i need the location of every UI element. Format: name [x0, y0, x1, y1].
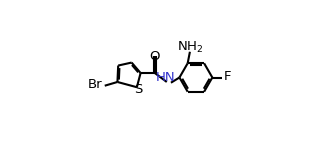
Text: F: F — [224, 70, 231, 83]
Text: HN: HN — [156, 71, 176, 84]
Text: Br: Br — [88, 78, 103, 91]
Text: S: S — [134, 83, 143, 96]
Text: NH$_2$: NH$_2$ — [178, 40, 204, 55]
Text: O: O — [149, 50, 160, 63]
